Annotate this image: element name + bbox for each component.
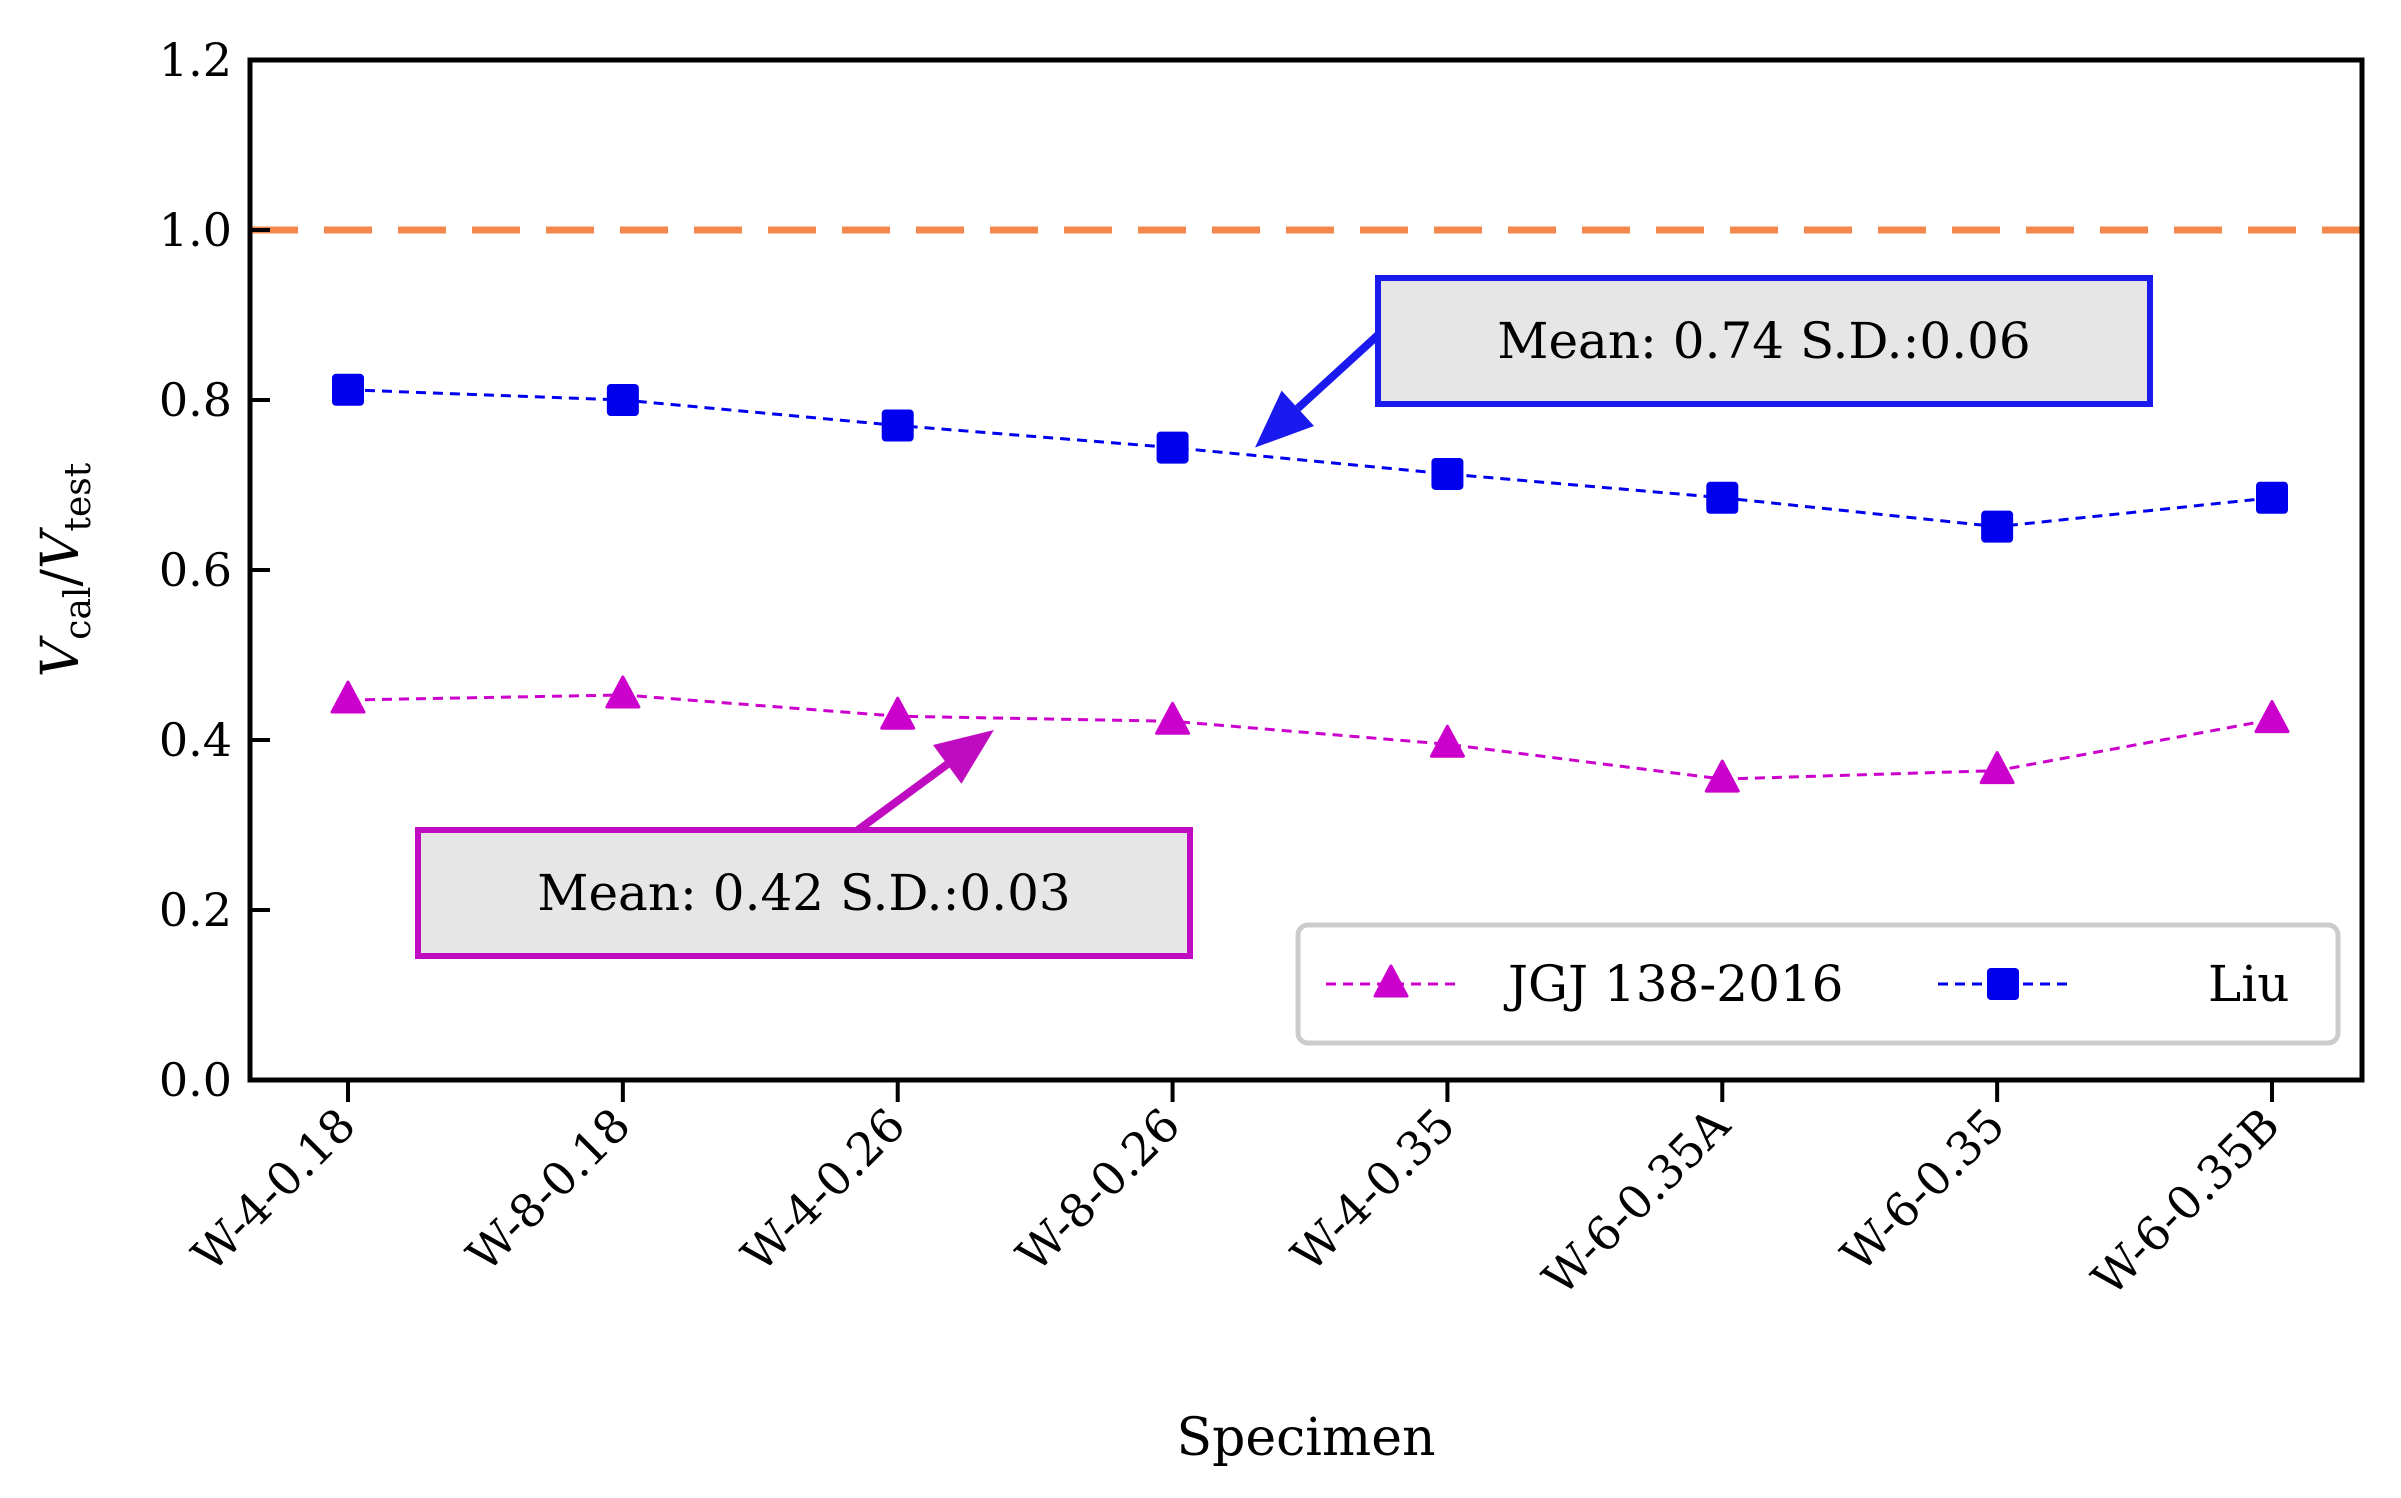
data-point — [1429, 724, 1465, 758]
legend: JGJ 138-2016 Liu — [1295, 922, 2341, 1046]
data-point — [1431, 457, 1464, 490]
annotation-arrow — [855, 761, 950, 834]
legend-label: Liu — [2208, 955, 2289, 1013]
data-point — [2256, 481, 2288, 514]
legend-label: JGJ 138-2016 — [1503, 955, 1844, 1013]
y-axis-title-sub2: test — [58, 462, 99, 531]
data-point — [1981, 510, 2014, 543]
annotation-box — [1375, 275, 2153, 407]
y-axis-title-v1: V — [31, 635, 91, 677]
annotation-arrow — [1295, 332, 1381, 412]
x-tick-label: W-6-0.35B — [2082, 1098, 2290, 1306]
x-tick-label: W-8-0.18 — [456, 1098, 640, 1282]
legend-marker — [1987, 968, 2019, 1000]
annotation-arrowhead — [932, 729, 994, 784]
y-axis-title-sub1: cal — [58, 587, 99, 640]
ticks-layer: 0.0 0.2 0.4 0.6 0.8 1.0 1.2 W-4-0.18 W-8-0.18 W-4… — [159, 33, 2290, 1306]
y-tick-label: 0.6 — [159, 543, 232, 597]
x-tick-label: W-6-0.35 — [1831, 1098, 2015, 1282]
plot-frame — [247, 57, 2365, 1083]
annotation-text: Mean: 0.74 S.D.:0.06 — [1497, 312, 2031, 370]
x-tick-label: W-4-0.35 — [1281, 1098, 1465, 1282]
y-axis-title-slash: / — [31, 569, 91, 587]
data-point — [605, 675, 641, 709]
annotation-arrowhead — [1255, 390, 1315, 448]
y-tick-label: 0.0 — [159, 1053, 232, 1107]
data-point — [1706, 481, 1739, 514]
data-point — [881, 409, 914, 442]
y-tick-label: 1.2 — [159, 33, 232, 87]
data-point — [332, 373, 364, 406]
y-tick-label: 0.2 — [159, 883, 232, 937]
annotation-text: Mean: 0.42 S.D.:0.03 — [537, 864, 1071, 922]
y-axis-title: Vcal/Vtest — [31, 462, 99, 677]
series-layer — [330, 373, 2290, 793]
data-point — [1155, 701, 1191, 735]
data-point — [2254, 700, 2290, 734]
x-tick-label: W-4-0.18 — [181, 1098, 365, 1282]
x-tick-label: W-4-0.26 — [731, 1098, 915, 1282]
data-point — [1156, 431, 1189, 464]
data-point — [606, 384, 639, 416]
data-point — [1704, 759, 1740, 793]
y-tick-label: 1.0 — [159, 203, 232, 257]
annotation-layer: Mean: 0.74 S.D.:0.06 Mean: 0.42 S.D.:0.03 — [415, 275, 2153, 959]
y-tick-label: 0.4 — [159, 713, 232, 767]
x-tick-label: W-6-0.35A — [1532, 1097, 1740, 1305]
data-point — [1979, 751, 2015, 785]
series-line — [347, 693, 2273, 781]
y-tick-label: 0.8 — [159, 373, 232, 427]
data-point — [330, 680, 366, 714]
x-axis-title: Specimen — [1176, 1408, 1435, 1468]
legend-marker — [1373, 964, 1409, 998]
x-tick-label: W-8-0.26 — [1006, 1098, 1190, 1282]
annotation-box — [415, 827, 1193, 959]
legend-box — [1295, 922, 2341, 1046]
y-axis-title-v2: V — [31, 527, 91, 569]
data-point — [880, 696, 916, 730]
